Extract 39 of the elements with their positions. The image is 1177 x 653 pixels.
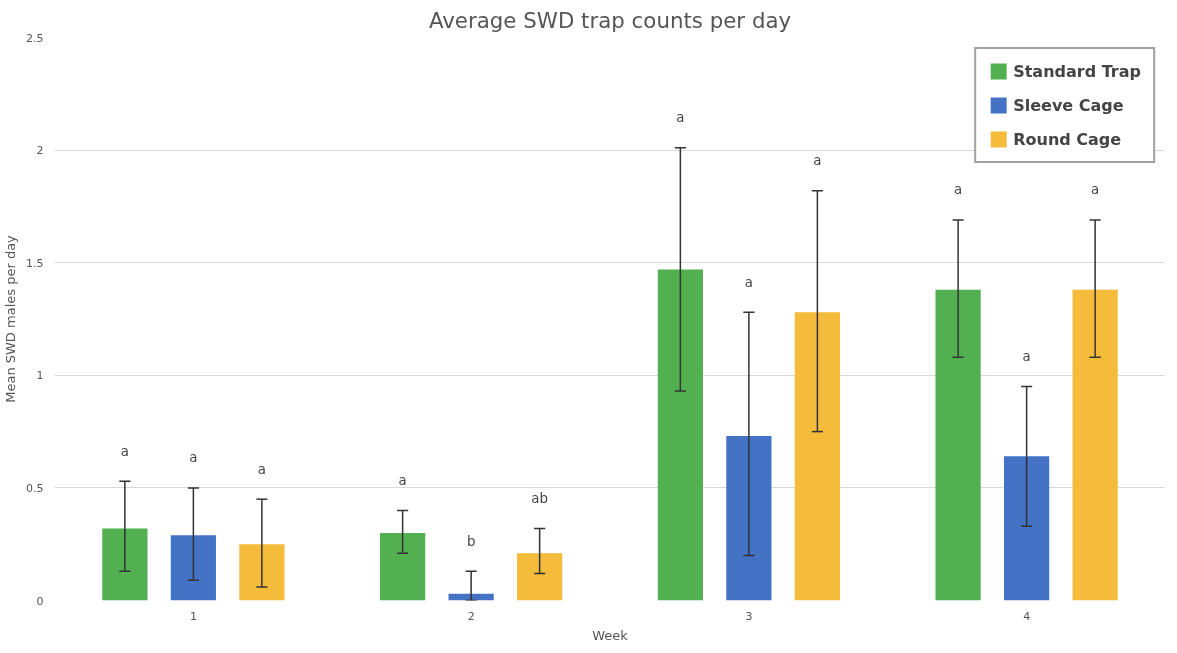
bar bbox=[380, 532, 426, 601]
bar bbox=[935, 289, 981, 601]
x-tick-label: 1 bbox=[189, 609, 197, 623]
y-tick-label: 0 bbox=[36, 594, 44, 608]
annotation: ab bbox=[531, 490, 548, 506]
legend-label: Standard Trap bbox=[1013, 61, 1141, 81]
annotation: a bbox=[120, 443, 129, 459]
annotation: a bbox=[189, 450, 198, 466]
bar bbox=[1072, 289, 1118, 601]
bar bbox=[102, 528, 148, 601]
legend-label: Round Cage bbox=[1013, 129, 1122, 149]
x-tick-label: 2 bbox=[467, 609, 475, 623]
x-tick-label: 3 bbox=[745, 609, 753, 623]
chart-title: Average SWD trap counts per day bbox=[428, 7, 792, 33]
bar bbox=[794, 312, 840, 601]
bar bbox=[726, 436, 772, 601]
bar bbox=[517, 553, 563, 601]
y-tick-label: 1.5 bbox=[26, 256, 44, 270]
bar bbox=[239, 544, 285, 601]
x-tick-label: 4 bbox=[1023, 609, 1031, 623]
annotation: a bbox=[398, 472, 407, 488]
y-tick-label: 0.5 bbox=[26, 481, 44, 495]
bar bbox=[170, 535, 216, 601]
annotation: a bbox=[676, 110, 685, 126]
bar bbox=[1004, 456, 1050, 601]
annotation: b bbox=[466, 533, 476, 549]
y-tick-label: 1 bbox=[36, 369, 44, 383]
annotation: a bbox=[744, 274, 753, 290]
y-tick-label: 2 bbox=[36, 144, 44, 158]
annotation: a bbox=[1022, 349, 1031, 365]
x-axis-title: Week bbox=[592, 627, 629, 643]
bar bbox=[657, 269, 703, 601]
y-axis-title: Mean SWD males per day bbox=[3, 234, 19, 403]
annotation: a bbox=[257, 461, 266, 477]
annotation: a bbox=[954, 182, 963, 198]
annotation: a bbox=[1091, 182, 1100, 198]
legend-label: Sleeve Cage bbox=[1013, 95, 1124, 115]
y-tick-label: 2.5 bbox=[26, 31, 44, 45]
annotation: a bbox=[813, 153, 822, 169]
